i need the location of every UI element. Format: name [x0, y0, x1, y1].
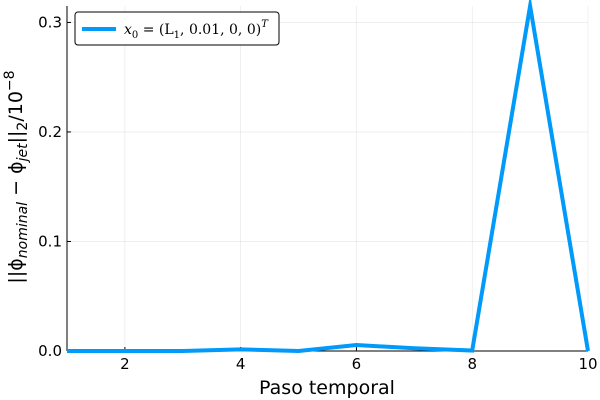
- y-label-div: /10: [5, 91, 27, 122]
- series-group: [67, 0, 590, 354]
- x-tick-label: 4: [236, 355, 246, 373]
- y-label-sub-2: 2: [15, 122, 31, 131]
- y-label-post: ||: [5, 131, 27, 144]
- y-tick-label: 0.1: [38, 232, 62, 250]
- y-label-sup: −8: [2, 70, 18, 91]
- y-label-pre: ||ϕ: [5, 258, 27, 283]
- legend: x0 = (L1, 0.01, 0, 0)T: [74, 11, 280, 46]
- legend-rest: , 0.01, 0, 0): [180, 22, 261, 38]
- x-tick-label: 10: [578, 355, 597, 373]
- x-tick-label: 2: [120, 355, 130, 373]
- y-axis-label: ||ϕnominal − ϕjet||2/10−8: [2, 70, 31, 283]
- tick-labels: 2 4 6 8 100.00.10.20.3: [38, 13, 597, 373]
- y-tick-label: 0.0: [38, 342, 62, 360]
- legend-box: [74, 11, 280, 46]
- legend-sup: T: [261, 19, 269, 30]
- y-label-sub-nominal: nominal: [15, 202, 31, 258]
- x-axis-label: Paso temporal: [259, 377, 395, 399]
- y-tick-label: 0.3: [38, 13, 62, 31]
- y-label-sub-jet: jet: [15, 143, 31, 164]
- y-tick-label: 0.2: [38, 123, 62, 141]
- series-line-0: [67, 0, 590, 354]
- x-tick-label: 6: [352, 355, 362, 373]
- grid-lines: [67, 6, 589, 352]
- legend-eq: = (L: [138, 22, 173, 38]
- axes: [66, 6, 589, 352]
- y-label-mid: − ϕ: [5, 161, 27, 202]
- legend-label: x0 = (L1, 0.01, 0, 0)T: [124, 19, 269, 41]
- legend-x-sub: 0: [132, 30, 138, 41]
- legend-x: x: [124, 22, 132, 38]
- legend-l-sub: 1: [174, 30, 180, 41]
- x-tick-label: 8: [467, 355, 477, 373]
